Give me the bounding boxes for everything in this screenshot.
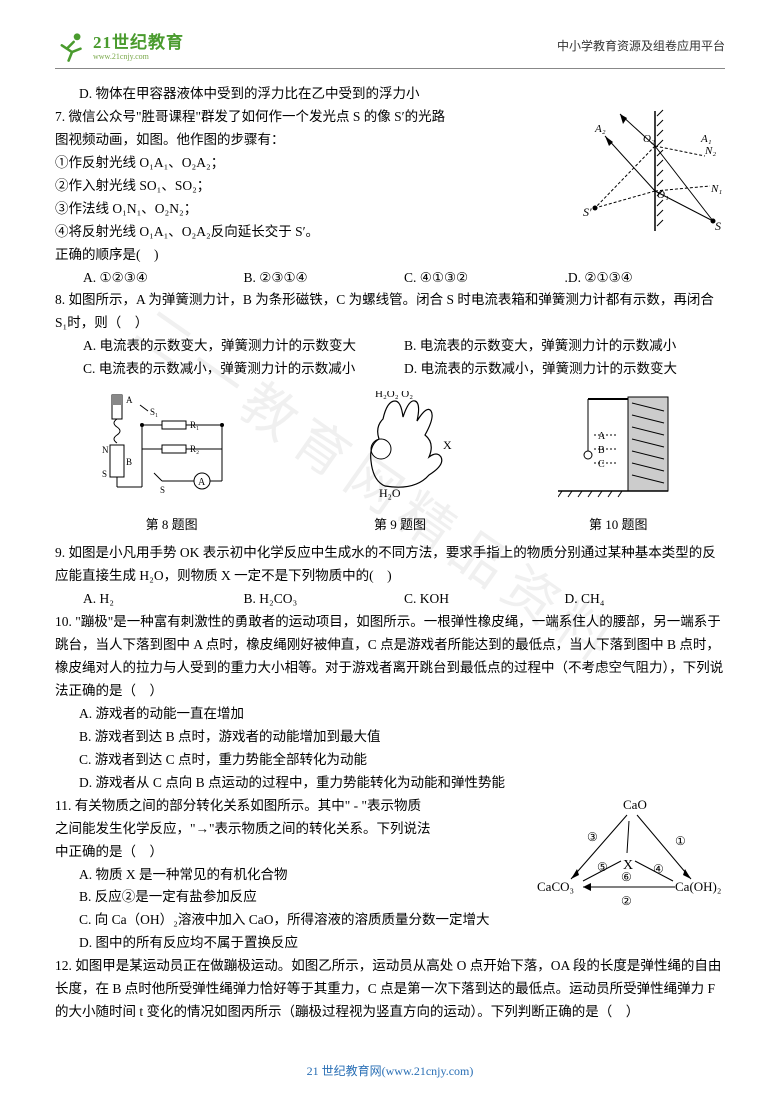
svg-text:①: ① [675,834,686,848]
q7-stem-l3: 正确的顺序是( ) [55,244,725,267]
svg-text:O₁: O₁ [657,189,669,201]
q8-B: B. 电流表的示数变大，弹簧测力计的示数减小 [404,335,725,358]
q10-figure: A B C [558,391,678,501]
header-right-text: 中小学教育资源及组卷应用平台 [557,36,725,56]
q8-caption: 第 8 题图 [102,514,242,536]
q9-D: D. CH₄ [565,588,726,611]
svg-text:A₂: A₂ [594,123,606,135]
page-header: 21世纪教育 www.21cnjy.com 中小学教育资源及组卷应用平台 [55,30,725,69]
svg-text:C: C [598,459,605,470]
svg-text:A: A [126,395,133,405]
svg-text:CaO: CaO [623,797,647,812]
q9-caption: 第 9 题图 [335,514,465,536]
q11-figure: CaO CaCO₃ Ca(OH)₂ X ① ② ③ ④ ⑤ ⑥ [535,795,725,925]
q7-D: .D. ②①③④ [565,267,726,290]
svg-text:⑥: ⑥ [621,870,632,884]
q9-lab-top: H₂O₂ O₂ [375,391,413,400]
svg-text:O₂: O₂ [643,133,655,145]
figure-row-8-9-10: A NS B R₁ R₂ A S S₁ 第 8 [55,391,725,536]
q7-B: B. ②③①④ [244,267,405,290]
q8-options: A. 电流表的示数变大，弹簧测力计的示数变大 B. 电流表的示数变大，弹簧测力计… [55,335,725,381]
q10-stem: 10. "蹦极"是一种富有刺激性的勇敢者的运动项目，如图所示。一根弹性橡皮绳，一… [55,611,725,703]
svg-text:S: S [715,219,721,233]
q9-stem: 9. 如图是小凡用手势 OK 表示初中化学反应中生成水的不同方法，要求手指上的物… [55,542,725,588]
svg-text:A: A [598,431,606,442]
q8-A: A. 电流表的示数变大，弹簧测力计的示数变大 [83,335,404,358]
logo-main-text: 21世纪教育 [93,34,184,51]
svg-text:S′: S′ [583,205,592,219]
q9-options: A. H₂ B. H₂CO₃ C. KOH D. CH₄ [55,588,725,611]
q7-C: C. ④①③② [404,267,565,290]
q10-D: D. 游戏者从 C 点向 B 点运动的过程中，重力势能转化为动能和弹性势能 [55,772,725,795]
q7-options: A. ①②③④ B. ②③①④ C. ④①③② .D. ②①③④ [55,267,725,290]
q9-figure: H₂O₂ O₂ X H₂O [335,391,465,501]
q9-B: B. H₂CO₃ [244,588,405,611]
svg-text:N: N [102,445,109,455]
q9-lab-bottom: H₂O [379,486,401,500]
svg-text:A: A [198,477,206,488]
logo: 21世纪教育 www.21cnjy.com [55,30,184,64]
svg-text:CaCO₃: CaCO₃ [537,879,574,894]
svg-text:⑤: ⑤ [597,860,608,874]
q10-caption: 第 10 题图 [558,514,678,536]
q9-lab-right: X [443,438,452,452]
page-content: 二一教育网精品资料 D. 物体在甲容器液体中受到的浮力比在乙中受到的浮力小 [55,83,725,1024]
q8-D: D. 电流表的示数减小，弹簧测力计的示数变大 [404,358,725,381]
q12-stem: 12. 如图甲是某运动员正在做蹦极运动。如图乙所示，运动员从高处 O 点开始下落… [55,955,725,1024]
svg-text:S₁: S₁ [150,407,158,417]
runner-icon [55,30,89,64]
q9-C: C. KOH [404,588,565,611]
page-footer: 21 世纪教育网(www.21cnjy.com) [0,1061,780,1081]
svg-text:③: ③ [587,830,598,844]
svg-text:Ca(OH)₂: Ca(OH)₂ [675,879,721,894]
svg-text:④: ④ [653,862,664,876]
q10-A: A. 游戏者的动能一直在增加 [55,703,725,726]
q6-optD: D. 物体在甲容器液体中受到的浮力比在乙中受到的浮力小 [55,83,725,106]
q8-C: C. 电流表的示数减小，弹簧测力计的示数减小 [83,358,404,381]
svg-text:A₁: A₁ [700,133,712,145]
svg-text:B: B [126,457,132,467]
svg-text:②: ② [621,894,632,908]
svg-text:B: B [598,445,605,456]
q8-figure: A NS B R₁ R₂ A S S₁ [102,391,242,501]
svg-text:N₁: N₁ [710,183,722,195]
q11-D: D. 图中的所有反应均不属于置换反应 [55,932,725,955]
q10-C: C. 游戏者到达 C 点时，重力势能全部转化为动能 [55,749,725,772]
logo-sub-text: www.21cnjy.com [93,53,184,61]
q7-A: A. ①②③④ [83,267,244,290]
svg-text:N₂: N₂ [704,145,716,157]
svg-text:S: S [102,469,107,479]
q10-B: B. 游戏者到达 B 点时，游戏者的动能增加到最大值 [55,726,725,749]
q8-stem: 8. 如图所示，A 为弹簧测力计，B 为条形磁铁，C 为螺线管。闭合 S 时电流… [55,289,725,335]
q7-figure: S S′ O₁ O₂ N₁ N₂ A₂ A₁ [565,106,725,236]
svg-text:S: S [160,485,165,495]
q9-A: A. H₂ [83,588,244,611]
